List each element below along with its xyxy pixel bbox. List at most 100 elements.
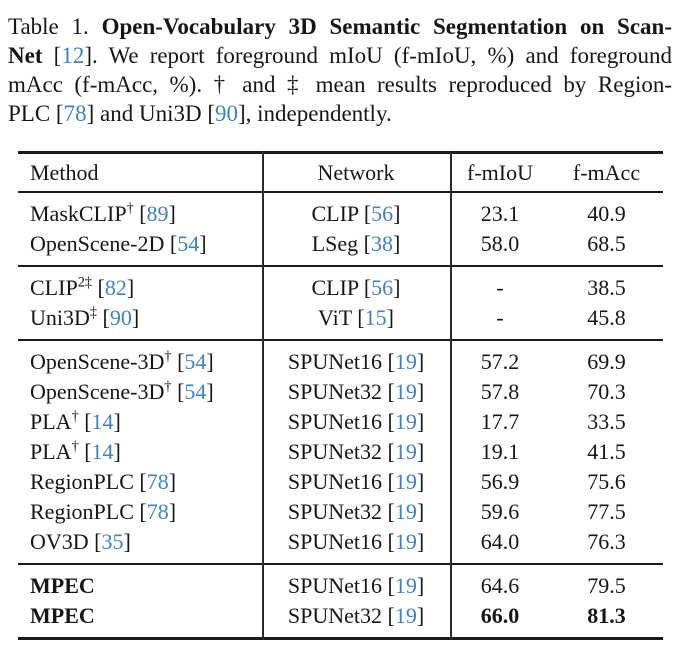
- citation-link[interactable]: 19: [394, 529, 417, 554]
- method-cell: OpenScene-2D [54]: [18, 231, 262, 257]
- table-row: OV3D [35] SPUNet16 [19] 64.0 76.3: [18, 527, 663, 557]
- citation-link[interactable]: 19: [394, 439, 417, 464]
- citation-link[interactable]: 38: [370, 231, 393, 256]
- network-cell: SPUNet32 [19]: [262, 499, 450, 525]
- network-cell: ViT [15]: [262, 305, 450, 331]
- method-name: Uni3D: [30, 305, 90, 330]
- method-cell: CLIP2‡ [82]: [18, 275, 262, 301]
- bracket: ]: [416, 499, 425, 524]
- caption-text: mAcc (f-mAcc, %). † and ‡ mean results r…: [8, 72, 672, 97]
- citation-link[interactable]: 54: [184, 379, 207, 404]
- citation-link[interactable]: 56: [371, 275, 394, 300]
- network-cell: SPUNet16 [19]: [262, 529, 450, 555]
- fmiou-cell: 23.1: [480, 201, 520, 226]
- method-cell: OV3D [35]: [18, 529, 262, 555]
- fmiou-cell: 57.2: [480, 349, 520, 374]
- citation-link[interactable]: 78: [146, 499, 169, 524]
- table-row: MaskCLIP† [89] CLIP [56] 23.1 40.9: [18, 199, 663, 229]
- fmacc-cell: 79.5: [587, 573, 626, 598]
- bracket: [: [363, 275, 372, 300]
- citation-link[interactable]: 14: [91, 439, 114, 464]
- citation-link[interactable]: 35: [101, 529, 124, 554]
- citation-link[interactable]: 56: [371, 201, 394, 226]
- citation-link[interactable]: 19: [394, 469, 417, 494]
- superscript-2-ddagger: 2‡: [77, 274, 92, 291]
- bracket: [: [102, 305, 110, 330]
- bracket: [: [387, 349, 395, 374]
- citation-link[interactable]: 90: [214, 101, 238, 126]
- results-table: Method Network f-mIoU f-mAcc MaskCLIP† […: [18, 151, 663, 640]
- caption-text: [: [42, 43, 62, 68]
- citation-link[interactable]: 19: [394, 379, 417, 404]
- citation-link[interactable]: 78: [146, 469, 169, 494]
- bracket: [: [177, 349, 185, 374]
- method-name: OpenScene-3D: [30, 379, 165, 404]
- citation-link[interactable]: 89: [146, 201, 169, 226]
- table-row: Uni3D‡ [90] ViT [15] - 45.8: [18, 303, 663, 333]
- column-divider-method-network: [262, 151, 264, 640]
- bracket: ]: [416, 439, 425, 464]
- fmacc-cell: 69.9: [587, 349, 626, 374]
- bracket: ]: [416, 573, 425, 598]
- table-row: PLA† [14] SPUNet16 [19] 17.7 33.5: [18, 407, 663, 437]
- citation-link[interactable]: 54: [177, 231, 200, 256]
- fmacc-cell: 68.5: [587, 231, 626, 256]
- method-cell: MaskCLIP† [89]: [18, 201, 262, 227]
- network-cell: SPUNet16 [19]: [262, 469, 450, 495]
- citation-link[interactable]: 19: [394, 409, 417, 434]
- network-name: ViT: [318, 305, 352, 330]
- bracket: [: [84, 409, 92, 434]
- table-caption: Table 1. Open-Vocabulary 3D Semantic Seg…: [0, 0, 680, 128]
- bracket: [: [139, 499, 147, 524]
- table-row: OpenScene-3D† [54] SPUNet32 [19] 57.8 70…: [18, 377, 663, 407]
- citation-link[interactable]: 19: [394, 573, 417, 598]
- bracket: [: [387, 529, 395, 554]
- citation-link[interactable]: 15: [364, 305, 387, 330]
- bracket: ]: [123, 529, 131, 554]
- network-cell: SPUNet32 [19]: [262, 439, 450, 465]
- bracket: [: [169, 231, 178, 256]
- bracket: ]: [416, 409, 425, 434]
- col-header-method: Method: [30, 159, 99, 185]
- method-cell: MPEC: [18, 573, 262, 599]
- citation-link[interactable]: 82: [104, 275, 127, 300]
- bracket: [: [357, 305, 365, 330]
- method-name: PLA: [30, 409, 72, 434]
- col-header-fmiou: f-mIoU: [467, 159, 533, 185]
- method-name: PLA: [30, 439, 72, 464]
- network-cell: SPUNet32 [19]: [262, 603, 450, 629]
- citation-link[interactable]: 14: [91, 409, 114, 434]
- bracket: ]: [126, 275, 135, 300]
- network-cell: SPUNet32 [19]: [262, 379, 450, 405]
- bracket: ]: [113, 439, 121, 464]
- dagger-sup: †: [126, 200, 134, 217]
- method-name: OpenScene-3D: [30, 349, 165, 374]
- fmacc-cell: 77.5: [587, 499, 626, 524]
- citation-link[interactable]: 19: [394, 499, 417, 524]
- network-name: SPUNet32: [287, 439, 382, 464]
- bracket: [: [387, 379, 395, 404]
- table-row: PLA† [14] SPUNet32 [19] 19.1 41.5: [18, 437, 663, 467]
- table-row: CLIP2‡ [82] CLIP [56] - 38.5: [18, 273, 663, 303]
- citation-link[interactable]: 19: [394, 603, 417, 628]
- table-header-row: Method Network f-mIoU f-mAcc: [18, 154, 663, 191]
- fmacc-cell: 38.5: [587, 275, 626, 300]
- method-cell: RegionPLC [78]: [18, 499, 262, 525]
- bracket: [: [387, 439, 395, 464]
- bracket: ]: [168, 469, 177, 494]
- citation-link[interactable]: 78: [63, 101, 87, 126]
- citation-link[interactable]: 19: [394, 349, 417, 374]
- fmacc-cell: 41.5: [587, 439, 626, 464]
- col-header-fmacc: f-mAcc: [572, 159, 641, 185]
- table-group-3d: OpenScene-3D† [54] SPUNet16 [19] 57.2 69…: [18, 341, 663, 563]
- bracket: [: [177, 379, 185, 404]
- citation-link[interactable]: 54: [184, 349, 207, 374]
- method-cell: PLA† [14]: [18, 439, 262, 465]
- method-name: CLIP: [30, 275, 78, 300]
- fmacc-cell: 81.3: [587, 603, 626, 628]
- citation-link[interactable]: 90: [109, 305, 132, 330]
- citation-link[interactable]: 12: [61, 43, 85, 68]
- fmacc-cell: 33.5: [587, 409, 626, 434]
- caption-text: Table 1.: [8, 14, 102, 39]
- fmacc-cell: 75.6: [587, 469, 626, 494]
